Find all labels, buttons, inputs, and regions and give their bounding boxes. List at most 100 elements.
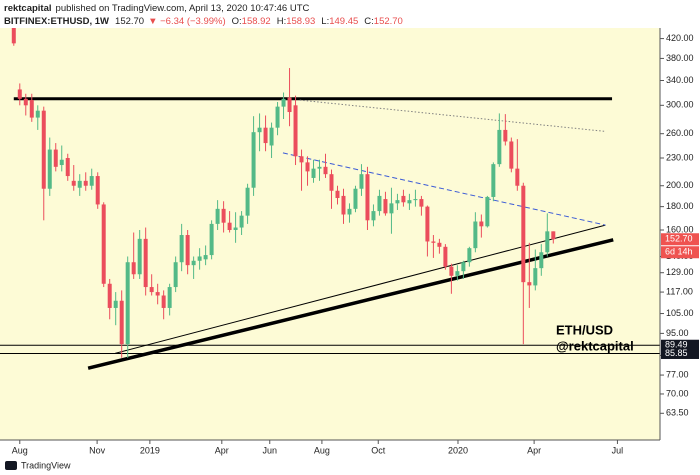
candle-body	[11, 28, 16, 44]
brand: TradingView	[21, 460, 71, 470]
x-tick-label: Apr	[215, 445, 229, 455]
candle-body	[125, 262, 130, 345]
candle-body	[533, 268, 538, 286]
candle-body	[167, 287, 172, 308]
logo	[5, 461, 17, 470]
candle-body	[389, 203, 394, 214]
candle-body	[119, 300, 124, 345]
y-tick-label: 160.00	[666, 224, 694, 234]
y-tick-label: 63.50	[666, 408, 689, 418]
annotation: ETH/USD	[556, 322, 613, 337]
y-tick-label: 380.00	[666, 53, 694, 63]
candle-body	[23, 98, 28, 106]
candle-body	[539, 252, 544, 269]
candle-body	[323, 166, 328, 175]
y-tick-label: 300.00	[666, 100, 694, 110]
candle-body	[401, 195, 406, 203]
candle-body	[395, 200, 400, 204]
candle-body	[95, 176, 100, 205]
candle-body	[527, 282, 532, 286]
candle-body	[107, 283, 112, 308]
countdown-label: 6d 14h	[665, 247, 693, 257]
ohlc-value: 152.70	[374, 16, 403, 27]
candle-body	[71, 180, 76, 186]
candle-body	[305, 162, 310, 172]
candle-body	[185, 235, 190, 266]
last-price-label: 152.70	[665, 234, 693, 244]
candle-body	[299, 156, 304, 163]
x-tick-label: Oct	[371, 445, 386, 455]
plot	[0, 28, 660, 370]
candle-body	[83, 180, 88, 186]
author: rektcapital	[4, 3, 52, 14]
candle-body	[377, 195, 382, 212]
candle-body	[347, 208, 352, 215]
candle-body	[485, 196, 490, 227]
candle-body	[317, 166, 322, 169]
candle-body	[467, 248, 472, 263]
candle-body	[545, 231, 550, 253]
trendline	[87, 238, 614, 370]
candle-body	[287, 97, 292, 113]
candle-body	[329, 174, 334, 191]
candle-body	[413, 199, 418, 201]
candle-body	[275, 106, 280, 128]
symbol: BITFINEX:ETHUSD, 1W	[4, 16, 109, 27]
candle-body	[239, 215, 244, 228]
candle-body	[65, 158, 70, 177]
x-tick-label: Jun	[262, 445, 277, 455]
candle-body	[341, 195, 346, 215]
candle-body	[419, 199, 424, 207]
candle-body	[263, 127, 268, 144]
x-tick-label: Jul	[612, 445, 624, 455]
candle-body	[137, 238, 142, 275]
price-marker	[661, 347, 699, 359]
x-tick-label: Aug	[314, 445, 330, 455]
candle-body	[113, 300, 118, 308]
candle-body	[59, 159, 64, 166]
candle-body	[179, 235, 184, 263]
candle-body	[371, 211, 376, 221]
y-tick-label: 180.00	[666, 201, 694, 211]
candle-body	[149, 287, 154, 293]
candle-body	[203, 255, 208, 260]
candle-body	[245, 187, 250, 216]
candle-body	[311, 168, 316, 178]
published: published on TradingView.com, April 13, …	[56, 3, 310, 14]
candle-body	[383, 199, 388, 214]
candle-body	[221, 208, 226, 223]
candle-body	[455, 271, 460, 276]
candle-body	[431, 241, 436, 243]
y-tick-label: 129.00	[666, 267, 694, 277]
candle-body	[35, 110, 40, 118]
header-line: rektcapital published on TradingView.com,…	[4, 3, 310, 14]
ohlc-key: C:	[364, 16, 374, 27]
candle-body	[251, 132, 256, 188]
y-tick-label: 260.00	[666, 128, 694, 138]
candle-body	[491, 164, 496, 197]
candle-body	[479, 221, 484, 227]
candle-body	[161, 295, 166, 308]
ohlc-key: L:	[321, 16, 329, 27]
price-marker	[661, 339, 699, 351]
x-tick-label: 2019	[140, 445, 160, 455]
y-tick-label: 420.00	[666, 33, 694, 43]
countdown-marker	[661, 246, 699, 259]
candle-body	[425, 206, 430, 242]
candle-body	[209, 223, 214, 256]
candle-body	[407, 200, 412, 204]
candle-body	[101, 204, 106, 284]
candle-body	[335, 190, 340, 199]
candle-body	[53, 149, 58, 167]
x-tick-label: Aug	[12, 445, 28, 455]
last-price-marker	[661, 233, 699, 246]
candle-body	[173, 262, 178, 288]
footer: TradingView	[5, 460, 71, 470]
candle-body	[197, 256, 202, 261]
candle-body	[77, 180, 82, 188]
candle-body	[89, 176, 94, 186]
y-tick-label: 95.00	[666, 328, 689, 338]
candle-body	[143, 238, 148, 288]
x-tick-label: Nov	[89, 445, 106, 455]
